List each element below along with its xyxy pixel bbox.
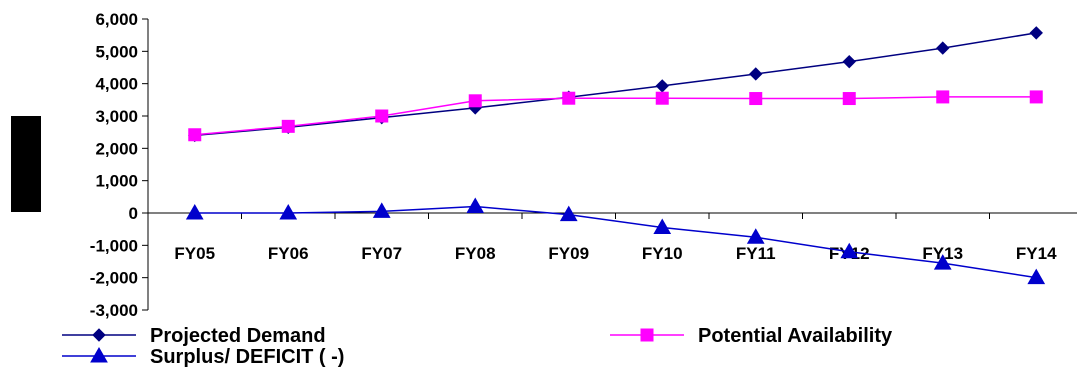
y-tick-label: 6,000 <box>95 10 138 29</box>
data-point <box>653 218 672 235</box>
legend-marker <box>92 328 106 342</box>
legend-marker <box>90 346 108 363</box>
chart-series <box>185 26 1046 285</box>
data-point <box>842 92 856 106</box>
data-point <box>655 91 669 105</box>
series-line <box>194 205 1037 279</box>
y-tick-label: 0 <box>129 204 138 223</box>
data-point <box>749 92 763 106</box>
data-point <box>468 94 482 108</box>
legend-item-0: Projected Demand <box>62 325 326 347</box>
y-tick-label: 2,000 <box>95 139 138 158</box>
series-line <box>194 32 1037 137</box>
data-point <box>1027 268 1046 285</box>
data-point <box>562 91 576 105</box>
x-tick-label: FY10 <box>642 244 683 263</box>
y-tick-label: 5,000 <box>95 42 138 61</box>
data-point <box>281 119 295 133</box>
y-tick-label: -2,000 <box>90 269 138 288</box>
x-tick-label: FY14 <box>1016 244 1057 263</box>
y-tick-label: 3,000 <box>95 107 138 126</box>
data-point <box>936 90 950 104</box>
data-point <box>188 128 202 142</box>
legend-label: Projected Demand <box>150 325 326 347</box>
y-tick-label: -1,000 <box>90 236 138 255</box>
data-point <box>1029 26 1043 40</box>
data-point <box>749 67 763 81</box>
data-point <box>466 197 485 214</box>
x-tick-label: FY08 <box>455 244 496 263</box>
x-axis-ticks: FY05FY06FY07FY08FY09FY10FY11FY12FY13FY14 <box>147 213 1057 263</box>
data-point <box>655 79 669 93</box>
y-tick-label: 1,000 <box>95 172 138 191</box>
series-2 <box>185 197 1046 285</box>
x-tick-label: FY09 <box>548 244 589 263</box>
data-point <box>559 205 578 222</box>
data-point <box>372 202 391 218</box>
data-point <box>936 41 950 55</box>
legend-item-1: Potential Availability <box>610 325 893 347</box>
legend-item-2: Surplus/ DEFICIT ( -) <box>62 346 344 368</box>
data-point <box>842 54 856 69</box>
x-tick-label: FY13 <box>922 244 963 263</box>
data-point <box>375 109 389 123</box>
legend-label: Surplus/ DEFICIT ( -) <box>150 346 344 368</box>
data-point <box>1029 90 1043 104</box>
y-axis-ticks: -3,000 -2,000 -1,000 0 1,000 2,000 3,000 4,000 5… <box>90 10 148 320</box>
data-point <box>185 203 204 220</box>
data-point <box>933 254 952 270</box>
x-tick-label: FY11 <box>736 244 776 263</box>
x-tick-label: FY07 <box>361 244 402 263</box>
series-line <box>194 96 1037 136</box>
y-tick-label: 4,000 <box>95 75 138 94</box>
x-tick-label: FY05 <box>174 244 215 263</box>
y-tick-label: -3,000 <box>90 301 138 320</box>
data-point <box>746 228 765 244</box>
chart-legend: Projected Demand Potential Availability Su… <box>62 325 893 368</box>
legend-marker <box>640 328 654 342</box>
data-point <box>279 203 298 220</box>
legend-label: Potential Availability <box>698 325 893 347</box>
y-axis-label-block <box>11 116 41 212</box>
x-tick-label: FY06 <box>268 244 309 263</box>
data-point <box>840 242 859 259</box>
series-0 <box>188 26 1043 143</box>
series-1 <box>188 90 1043 142</box>
